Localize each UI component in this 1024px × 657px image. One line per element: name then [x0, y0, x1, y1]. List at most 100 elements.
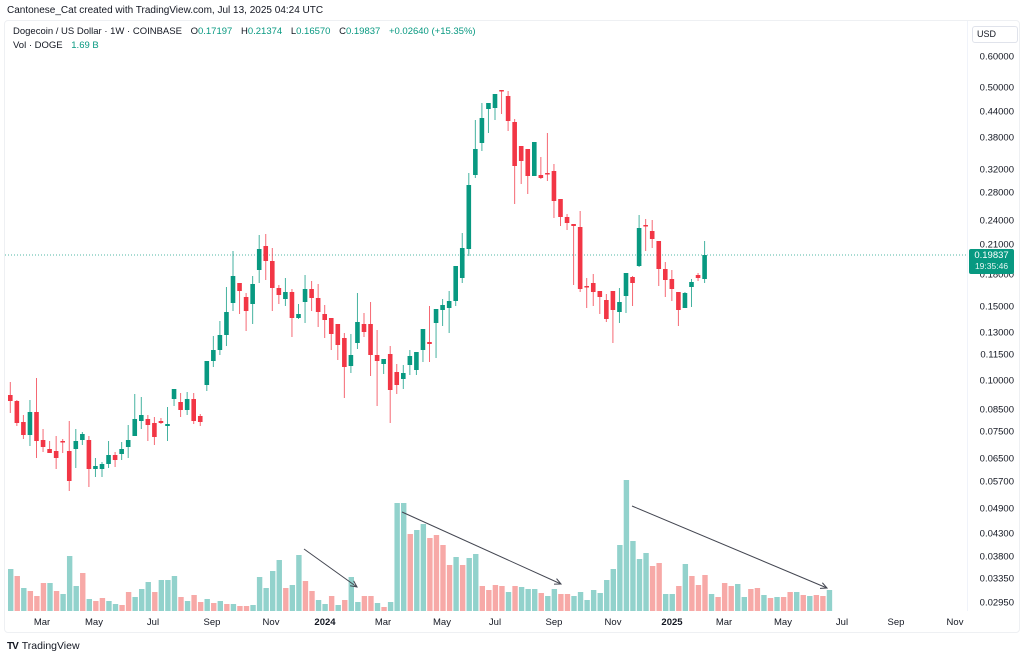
time-tick: Jul [146, 617, 160, 628]
volume-bar [800, 595, 806, 611]
candle-body [577, 227, 583, 289]
volume-bar [728, 586, 734, 611]
candle-body [617, 302, 622, 312]
volume-bar [355, 602, 361, 611]
candle-body [217, 335, 223, 350]
last-price-label: 0.19837 19:35:46 [969, 249, 1014, 274]
volume-value: 1.69 B [71, 40, 99, 51]
volume-bar [296, 555, 302, 611]
candle-body [47, 449, 52, 453]
symbol-title[interactable]: Dogecoin / US Dollar · 1W · COINBASE [13, 26, 182, 37]
time-tick: Jul [835, 617, 849, 628]
price-tick: 0.08500 [979, 404, 1014, 416]
candle-body [237, 283, 242, 291]
time-tick: Nov [262, 617, 280, 628]
volume-bar [106, 601, 112, 611]
currency-button[interactable]: USD [972, 26, 1018, 43]
candle-body [551, 171, 557, 201]
candle-body [99, 464, 105, 469]
arrow-head-icon [350, 580, 358, 588]
candle-body [676, 292, 681, 310]
candle-body [407, 356, 413, 365]
price-axis[interactable]: 0.60000 0.50000 0.44000 0.38000 0.32000 0.280… [967, 21, 1020, 611]
candle-body [302, 289, 308, 302]
volume-bar [820, 596, 826, 611]
volume-bar [741, 597, 747, 611]
candle-body [361, 324, 367, 332]
candle-body [545, 173, 550, 175]
candle-body [211, 350, 216, 361]
volume-bar [158, 580, 165, 611]
candle-body [27, 412, 33, 435]
candle-body [53, 451, 59, 458]
candle-body [230, 276, 236, 303]
candle-body [165, 424, 170, 426]
candle-body [518, 146, 524, 161]
trend-arrow[interactable] [631, 505, 828, 589]
volume-bar [525, 589, 531, 611]
candle-body [669, 279, 675, 289]
volume-bar [433, 535, 440, 611]
volume-bar [538, 593, 544, 611]
low-value: 0.16570 [296, 26, 331, 37]
volume-bar [754, 588, 761, 611]
candle-body [34, 412, 39, 441]
price-tick: 0.06500 [979, 453, 1014, 465]
candle-body [342, 338, 347, 367]
time-axis[interactable]: Mar May Jul Sep Nov 2024 Mar May Jul Sep Nov 2025 Ma… [5, 611, 967, 631]
candle-body [682, 293, 688, 308]
open-value: 0.17197 [197, 26, 233, 37]
volume-bar [780, 597, 787, 611]
volume-bar [283, 588, 289, 611]
candle-body [66, 451, 72, 481]
candle-body [328, 318, 334, 334]
volume-bar [551, 589, 558, 611]
volume-bar [14, 576, 20, 611]
volume-label[interactable]: Vol · DOGE [13, 40, 63, 51]
volume-bar [348, 577, 354, 611]
candle-body [473, 149, 478, 175]
price-tick: 0.04300 [979, 528, 1014, 540]
tradingview-branding[interactable]: TV TradingView [7, 640, 80, 652]
time-tick: Sep [545, 617, 563, 628]
tradingview-logo-icon: TV [7, 640, 19, 652]
candle-body [224, 312, 229, 335]
volume-bar [623, 480, 630, 611]
candle-body [532, 142, 537, 176]
volume-bar [597, 593, 603, 611]
candle-body [630, 277, 635, 283]
volume-bar [446, 565, 453, 611]
volume-bar [518, 587, 525, 611]
volume-bar [721, 583, 728, 611]
trend-arrow[interactable] [401, 511, 562, 585]
candle-body [335, 324, 341, 345]
volume-bar [532, 589, 538, 611]
volume-bar [302, 581, 309, 611]
price-tick: 0.02950 [979, 597, 1014, 609]
chart-plot-area[interactable] [5, 21, 967, 632]
candle-body [171, 389, 177, 399]
volume-bar [263, 588, 269, 611]
price-tick: 0.15000 [979, 301, 1014, 313]
volume-bar [394, 503, 400, 611]
candle-body [401, 373, 406, 379]
volume-bar [322, 604, 328, 611]
volume-bar [669, 594, 675, 611]
volume-bar [73, 586, 79, 611]
candle-body [636, 228, 642, 266]
volume-bar [335, 605, 341, 611]
volume-bar [381, 607, 387, 611]
candle-body [158, 421, 164, 423]
arrow-head-icon [553, 578, 563, 585]
candle-body [446, 301, 452, 308]
volume-bar [34, 596, 40, 611]
candle-body [525, 149, 531, 176]
price-tick: 0.60000 [979, 51, 1014, 63]
low-label: L [290, 26, 297, 37]
candle-body [571, 224, 576, 226]
trend-arrow[interactable] [303, 548, 358, 588]
volume-bar [27, 591, 34, 611]
candlestick-chart [5, 90, 967, 611]
candle-body [270, 261, 275, 288]
price-tick: 0.28000 [979, 187, 1014, 199]
